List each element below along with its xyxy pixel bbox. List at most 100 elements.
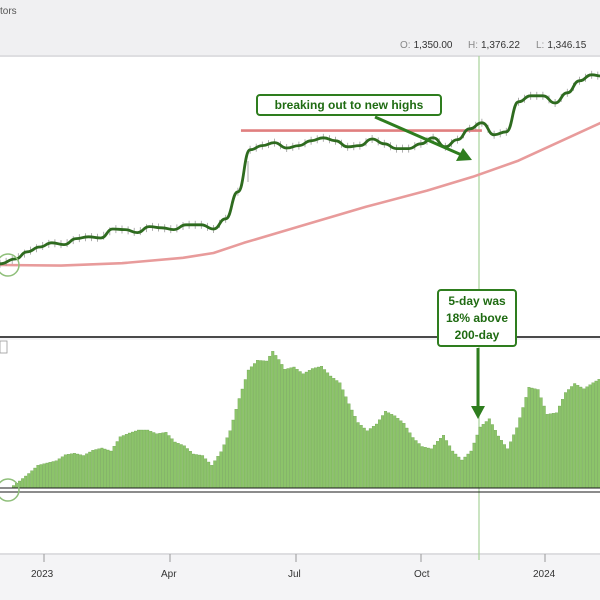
histogram-bar [414, 440, 418, 489]
histogram-bar [48, 462, 52, 489]
histogram-bar [402, 423, 406, 489]
histogram-bar [106, 449, 110, 489]
histogram-bar [573, 383, 577, 489]
ohlc-open: O: 1,350.00 [400, 40, 453, 51]
histogram-bar [30, 470, 34, 489]
histogram-bar [518, 417, 522, 489]
histogram-bar [201, 455, 205, 489]
histogram-bar [335, 380, 339, 489]
histogram-bar [561, 399, 564, 489]
histogram-bar [350, 409, 354, 489]
histogram-bar [185, 448, 189, 489]
histogram-bar [54, 460, 58, 489]
percent-annotation-line-2: 18% above [445, 311, 509, 325]
histogram-bar [313, 367, 317, 489]
histogram-bar [33, 467, 37, 489]
histogram-bar [21, 478, 25, 489]
histogram-bar [63, 454, 67, 489]
percent-annotation: 5-day was 18% above 200-day [437, 289, 517, 347]
histogram-bar [588, 384, 592, 489]
histogram-bar [182, 445, 186, 489]
histogram-bar [146, 429, 150, 489]
histogram-bar [246, 369, 250, 489]
histogram-bar [256, 360, 259, 489]
indicator-label-box [0, 340, 8, 354]
histogram-bar [570, 386, 574, 489]
histogram-bar [118, 436, 122, 489]
histogram-bar [326, 372, 330, 489]
histogram-bar [295, 369, 299, 489]
ohlc-high: H: 1,376.22 [468, 40, 520, 51]
histogram-bar [551, 413, 555, 489]
pct-arrow [471, 348, 485, 419]
histogram-bar [521, 407, 525, 489]
histogram-bar [490, 424, 494, 489]
histogram-bar [274, 355, 278, 489]
histogram-bar [103, 448, 107, 489]
histogram-bar [115, 441, 119, 489]
histogram-bar [195, 454, 198, 489]
start-marker-upper [0, 253, 20, 277]
histogram-bar [448, 445, 452, 489]
ma200-line [0, 121, 600, 267]
histogram-bar [585, 386, 589, 489]
histogram-bar [481, 424, 485, 489]
histogram-bar [188, 451, 192, 489]
histogram-bar [527, 387, 531, 489]
histogram-bar [143, 429, 147, 489]
histogram-bar [503, 444, 506, 489]
histogram-bar [533, 388, 537, 489]
histogram-bar [469, 450, 473, 489]
histogram-bar [439, 438, 442, 489]
histogram-bar [396, 418, 400, 489]
histogram-bar [225, 437, 229, 489]
histogram-bar [57, 458, 61, 489]
histogram-bar [231, 419, 235, 489]
histogram-bar [378, 419, 381, 489]
histogram-bar [393, 415, 397, 489]
histogram-bar [289, 367, 293, 489]
breakout-arrow [374, 115, 472, 161]
histogram-bar [466, 453, 470, 489]
histogram-bar [567, 389, 571, 489]
histogram-bar [124, 434, 128, 489]
histogram-bar [381, 415, 384, 489]
histogram-bar [307, 370, 311, 489]
histogram-bar [460, 459, 464, 489]
histogram-bar [252, 363, 256, 489]
histogram-bar [286, 368, 290, 489]
histogram-bar [558, 405, 561, 489]
histogram-bar [191, 453, 195, 489]
histogram-bar [500, 440, 503, 489]
histogram-bar [301, 373, 305, 489]
histogram-bar [542, 405, 546, 489]
histogram-bar [417, 443, 421, 489]
histogram-bar [432, 444, 436, 489]
chart-title-fragment: tors [0, 6, 17, 17]
histogram-bar [88, 451, 92, 489]
histogram-bar [292, 366, 296, 489]
histogram-bar [97, 448, 101, 489]
histogram-bar [506, 448, 510, 489]
histogram-bar [332, 378, 336, 489]
histogram-bar [134, 430, 137, 489]
histogram-bar [515, 427, 519, 489]
histogram-bar [359, 425, 363, 489]
percent-annotation-line-3: 200-day [454, 328, 500, 342]
x-tick-label: 2023 [31, 569, 54, 580]
histogram-bar [60, 456, 64, 489]
breakout-annotation: breaking out to new highs [256, 94, 442, 116]
histogram-bar [152, 432, 156, 489]
histogram-bar [423, 447, 427, 489]
histogram-bar [368, 428, 372, 489]
histogram-bar [24, 475, 28, 489]
histogram-bar [463, 456, 467, 489]
histogram-bar [371, 426, 375, 489]
histogram-bar [390, 414, 394, 489]
histogram-bar [298, 371, 302, 489]
histogram-bar [454, 453, 458, 489]
histogram-bar [91, 450, 95, 489]
histogram-bar [548, 413, 552, 489]
histogram-bar [435, 441, 439, 489]
histogram-bar [530, 387, 534, 489]
